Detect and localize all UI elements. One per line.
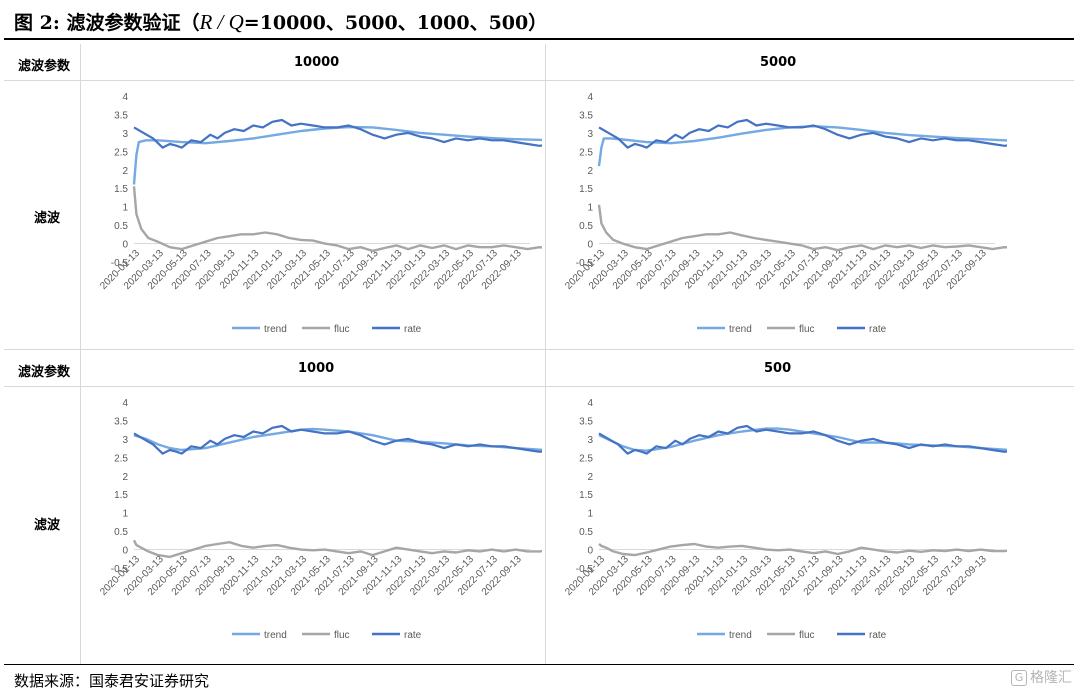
legend-label-rate: rate xyxy=(869,324,887,335)
y-tick-label: 0 xyxy=(587,240,593,251)
y-tick-label: -0.5 xyxy=(111,564,129,575)
panel-title-5000: 5000 xyxy=(760,55,797,70)
y-tick-label: 1 xyxy=(122,203,128,214)
y-tick-label: 4 xyxy=(122,398,128,409)
y-tick-label: 4 xyxy=(122,92,128,103)
legend-label-trend: trend xyxy=(264,324,287,335)
legend-label-trend: trend xyxy=(729,630,752,641)
chart-svg-500: 43.532.521.510.50-0.52020-01-132020-03-1… xyxy=(563,398,1007,641)
chart-svg-5000: 43.532.521.510.50-0.52020-01-132020-03-1… xyxy=(563,92,1007,335)
panel-title-1000: 1000 xyxy=(298,361,335,376)
y-tick-label: 1 xyxy=(587,203,593,214)
y-tick-label: 3.5 xyxy=(114,416,128,427)
watermark: G 格隆汇 xyxy=(1011,667,1072,687)
y-tick-label: 3.5 xyxy=(579,110,593,121)
row-label-bottom: 滤波 xyxy=(34,518,61,533)
y-tick-label: 1 xyxy=(122,509,128,520)
series-line-rate xyxy=(598,424,1007,455)
legend-label-fluc: fluc xyxy=(799,324,815,335)
series-line-rate xyxy=(133,118,542,149)
y-tick-label: 0.5 xyxy=(114,221,128,232)
y-tick-label: 3 xyxy=(587,129,593,140)
panel-title-500: 500 xyxy=(764,361,792,376)
y-tick-label: 1.5 xyxy=(579,184,593,195)
y-tick-label: 2 xyxy=(122,472,128,483)
y-tick-label: 2 xyxy=(587,166,593,177)
param-label-top: 滤波参数 xyxy=(18,59,71,74)
legend-label-rate: rate xyxy=(404,324,422,335)
y-tick-label: 1.5 xyxy=(114,490,128,501)
figure-title: 图 2: 滤波参数验证（R / Q=10000、5000、1000、500） xyxy=(14,8,547,35)
y-tick-label: 0 xyxy=(122,240,128,251)
y-tick-label: 0 xyxy=(587,546,593,557)
y-tick-label: 4 xyxy=(587,398,593,409)
y-tick-label: 0.5 xyxy=(114,527,128,538)
figure-title-suffix: =10000、5000、1000、500） xyxy=(243,12,548,34)
legend-label-trend: trend xyxy=(729,324,752,335)
chart-svg-10000: 43.532.521.510.50-0.52020-01-132020-03-1… xyxy=(98,92,542,335)
chart-panel-10000: 4 3.5 3 2.5 2 1.5 1 0.5 0 -0.5 2020-01-13 2020-03-1… xyxy=(82,84,542,346)
y-tick-label: 1.5 xyxy=(114,184,128,195)
source-note: 数据来源：国泰君安证券研究 xyxy=(14,672,210,690)
legend-label-trend: trend xyxy=(264,630,287,641)
y-tick-label: 0 xyxy=(122,546,128,557)
watermark-text: 格隆汇 xyxy=(1030,670,1072,686)
y-tick-label: 2.5 xyxy=(579,453,593,464)
chart-svg-1000: 43.532.521.510.50-0.52020-01-132020-03-1… xyxy=(98,398,542,641)
y-tick-label: 3 xyxy=(122,435,128,446)
y-tick-label: 4 xyxy=(587,92,593,103)
y-tick-label: 2 xyxy=(122,166,128,177)
figure-title-prefix: 图 2: 滤波参数验证（ xyxy=(14,12,200,34)
y-tick-label: 2 xyxy=(587,472,593,483)
grid-divider-header1 xyxy=(4,80,1074,81)
y-tick-label: 2.5 xyxy=(114,147,128,158)
legend-label-rate: rate xyxy=(869,630,887,641)
series-line-fluc xyxy=(132,539,542,559)
legend-label-fluc: fluc xyxy=(799,630,815,641)
row-label-top: 滤波 xyxy=(34,211,61,226)
panel-grid: 滤波参数 滤波 滤波参数 滤波 10000 5000 1000 500 4 3.5… xyxy=(4,44,1074,664)
grid-divider-left xyxy=(80,44,81,664)
series-line-fluc xyxy=(132,186,542,253)
series-line-trend xyxy=(132,125,542,185)
watermark-logo-icon: G xyxy=(1011,670,1027,686)
series-line-fluc xyxy=(597,204,1007,252)
y-tick-label: 2.5 xyxy=(579,147,593,158)
y-tick-label: 3 xyxy=(122,129,128,140)
y-tick-label: 3.5 xyxy=(114,110,128,121)
chart-panel-500: 4 3.5 3 2.5 2 1.5 1 0.5 0 -0.5 2020-01-13 2020-03-1… xyxy=(547,390,1007,652)
grid-divider-row xyxy=(4,349,1074,350)
y-tick-label: 1.5 xyxy=(579,490,593,501)
series-line-trend xyxy=(597,125,1007,167)
figure-title-rq: R / Q xyxy=(199,10,244,34)
grid-divider-header2 xyxy=(4,386,1074,387)
chart-panel-5000: 4 3.5 3 2.5 2 1.5 1 0.5 0 -0.5 2020-01-13 2020-03-1… xyxy=(547,84,1007,346)
y-tick-label: 0.5 xyxy=(579,527,593,538)
y-tick-label: -0.5 xyxy=(111,258,129,269)
grid-divider-middle xyxy=(545,44,546,664)
legend-label-rate: rate xyxy=(404,630,422,641)
y-tick-label: 3 xyxy=(587,435,593,446)
y-tick-label: 0.5 xyxy=(579,221,593,232)
y-tick-label: 3.5 xyxy=(579,416,593,427)
legend-label-fluc: fluc xyxy=(334,324,350,335)
param-label-bottom: 滤波参数 xyxy=(18,365,71,380)
bottom-rule xyxy=(4,664,1074,665)
y-tick-label: 2.5 xyxy=(114,453,128,464)
series-line-rate xyxy=(133,424,542,455)
y-tick-label: -0.5 xyxy=(576,258,594,269)
panel-title-10000: 10000 xyxy=(294,55,340,70)
y-tick-label: -0.5 xyxy=(576,564,594,575)
chart-panel-1000: 4 3.5 3 2.5 2 1.5 1 0.5 0 -0.5 2020-01-13 2020-03-1… xyxy=(82,390,542,652)
y-tick-label: 1 xyxy=(587,509,593,520)
series-line-rate xyxy=(598,118,1007,149)
top-rule xyxy=(4,38,1074,40)
legend-label-fluc: fluc xyxy=(334,630,350,641)
series-line-fluc xyxy=(598,542,1007,557)
